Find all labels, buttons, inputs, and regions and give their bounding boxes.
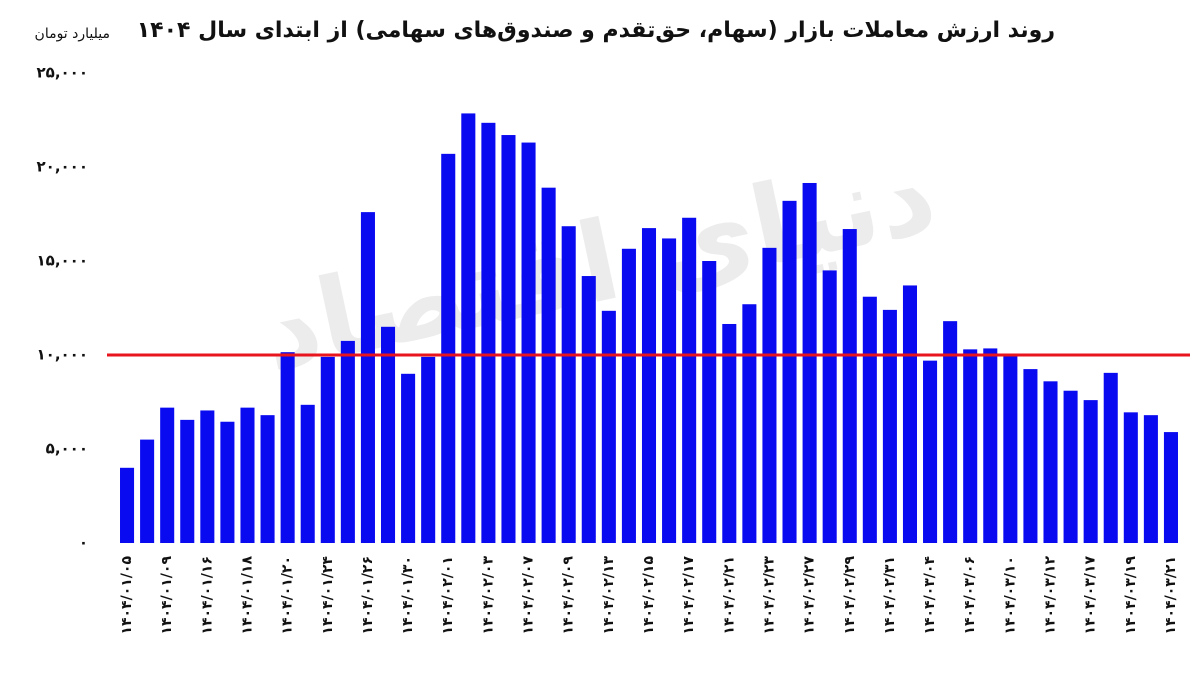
bar <box>662 238 677 543</box>
bar <box>421 356 436 543</box>
bar <box>360 212 375 543</box>
bar <box>340 340 355 543</box>
x-tick-label: ۱۴۰۴/۰۳/۱۷ <box>1083 556 1099 635</box>
y-tick-label: ۱۰,۰۰۰ <box>37 346 88 364</box>
bar <box>822 270 837 543</box>
x-tick-label: ۱۴۰۴/۰۱/۳۰ <box>400 556 416 635</box>
bar <box>1123 412 1138 543</box>
x-tick-label: ۱۴۰۴/۰۱/۱۸ <box>239 556 255 635</box>
x-tick-label: ۱۴۰۴/۰۲/۱۵ <box>641 556 657 635</box>
bar <box>1023 369 1038 543</box>
x-tick-label: ۱۴۰۴/۰۱/۲۴ <box>320 556 336 635</box>
y-tick-label: ۵,۰۰۰ <box>46 440 88 458</box>
bar <box>581 276 596 543</box>
bar <box>280 352 295 543</box>
bar <box>160 407 175 543</box>
x-tick-label: ۱۴۰۴/۰۲/۰۹ <box>561 556 577 635</box>
bar <box>401 373 416 543</box>
x-tick-label: ۱۴۰۴/۰۲/۱۷ <box>681 556 697 635</box>
bar <box>621 248 636 543</box>
bar <box>1063 390 1078 543</box>
bar <box>862 296 877 543</box>
bar <box>561 226 576 543</box>
x-tick-label: ۱۴۰۴/۰۳/۱۲ <box>1043 556 1059 635</box>
bar <box>842 229 857 544</box>
bar <box>441 153 456 543</box>
x-tick-label: ۱۴۰۴/۰۲/۲۹ <box>842 556 858 635</box>
x-tick-label: ۱۴۰۴/۰۲/۲۱ <box>721 556 737 635</box>
x-tick-label: ۱۴۰۴/۰۲/۰۷ <box>521 556 537 635</box>
bar <box>481 122 496 543</box>
x-tick-label: ۱۴۰۴/۰۳/۰۶ <box>962 556 978 635</box>
bar <box>521 142 536 543</box>
y-tick-label: ۱۵,۰۰۰ <box>37 252 88 270</box>
bar <box>300 404 315 543</box>
y-axis-label: میلیارد تومان <box>35 26 110 42</box>
bar <box>380 326 396 543</box>
bar <box>541 187 556 543</box>
bar <box>1043 381 1058 543</box>
bar <box>461 113 476 544</box>
bar <box>601 310 616 543</box>
chart-title: روند ارزش معاملات بازار (سهام، حق‌تقدم و… <box>137 18 1055 43</box>
bar <box>1163 432 1178 543</box>
bar <box>260 415 275 543</box>
x-tick-label: ۱۴۰۴/۰۲/۱۳ <box>601 556 617 635</box>
bar <box>682 217 697 543</box>
x-tick-label: ۱۴۰۴/۰۱/۲۰ <box>280 556 296 635</box>
x-tick-label: ۱۴۰۴/۰۳/۱۰ <box>1002 556 1018 635</box>
bar <box>963 349 978 543</box>
bar <box>702 261 717 543</box>
bar <box>320 356 335 543</box>
bar <box>1143 415 1158 543</box>
bar <box>1003 355 1018 543</box>
bar <box>902 285 918 543</box>
bar <box>240 407 255 543</box>
bar <box>140 439 155 543</box>
x-tick-label: ۱۴۰۴/۰۱/۲۶ <box>360 556 376 635</box>
bar <box>983 348 998 543</box>
bar <box>641 228 657 543</box>
x-tick-label: ۱۴۰۴/۰۱/۱۶ <box>199 556 215 635</box>
bar <box>882 309 897 543</box>
x-tick-label: ۱۴۰۴/۰۲/۰۱ <box>440 556 456 635</box>
bar <box>782 200 797 543</box>
x-tick-label: ۱۴۰۴/۰۳/۰۴ <box>922 556 938 635</box>
bar <box>120 467 135 543</box>
bar <box>923 360 938 543</box>
bar <box>501 135 516 544</box>
x-tick-label: ۱۴۰۴/۰۲/۲۳ <box>761 556 777 635</box>
bar <box>200 410 215 543</box>
x-tick-label: ۱۴۰۴/۰۲/۳۱ <box>882 556 898 635</box>
x-tick-label: ۱۴۰۴/۰۳/۱۹ <box>1123 556 1139 635</box>
x-tick-label: ۱۴۰۴/۰۲/۲۷ <box>802 556 818 635</box>
bar <box>742 304 757 543</box>
bar <box>1103 372 1118 543</box>
bar <box>762 247 777 543</box>
y-tick-label: ۲۰,۰۰۰ <box>37 158 88 176</box>
x-tick-label: ۱۴۰۴/۰۱/۰۵ <box>119 556 135 635</box>
x-tick-label: ۱۴۰۴/۰۳/۲۱ <box>1163 556 1179 635</box>
x-tick-label: ۱۴۰۴/۰۱/۰۹ <box>159 556 175 635</box>
bar <box>802 182 817 544</box>
bar <box>722 323 737 543</box>
bar <box>1083 400 1098 543</box>
bar <box>180 419 195 543</box>
y-tick-label: ۲۵,۰۰۰ <box>37 64 88 82</box>
y-tick-label: ۰ <box>79 534 88 552</box>
bar <box>943 321 958 543</box>
bar <box>220 421 235 543</box>
x-tick-label: ۱۴۰۴/۰۲/۰۳ <box>480 556 496 635</box>
